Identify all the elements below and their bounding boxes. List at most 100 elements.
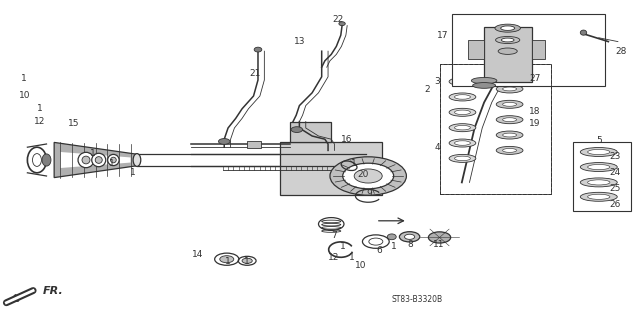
Ellipse shape [369, 238, 383, 245]
Text: 8: 8 [407, 240, 413, 249]
Text: 1: 1 [225, 257, 231, 266]
Text: 5: 5 [596, 136, 602, 145]
Ellipse shape [580, 178, 617, 187]
Ellipse shape [133, 154, 141, 166]
Text: 17: 17 [437, 31, 448, 40]
Ellipse shape [587, 194, 610, 199]
Ellipse shape [449, 108, 476, 116]
Ellipse shape [111, 157, 116, 163]
Text: 1: 1 [340, 242, 346, 251]
Text: 1: 1 [36, 104, 43, 113]
Ellipse shape [254, 47, 262, 52]
FancyBboxPatch shape [532, 40, 545, 59]
Ellipse shape [495, 24, 520, 32]
Ellipse shape [580, 192, 617, 201]
Text: 1: 1 [390, 242, 397, 251]
Text: 23: 23 [609, 152, 620, 161]
Ellipse shape [455, 156, 470, 161]
Text: 1: 1 [129, 168, 136, 177]
Text: 20: 20 [357, 170, 369, 179]
Ellipse shape [449, 77, 476, 85]
Text: 9: 9 [366, 189, 373, 198]
Text: 4: 4 [434, 143, 440, 152]
Text: 14: 14 [192, 250, 203, 259]
Text: 13: 13 [294, 37, 305, 46]
Text: 24: 24 [609, 168, 620, 177]
Ellipse shape [32, 154, 41, 166]
Ellipse shape [580, 148, 617, 156]
Circle shape [343, 163, 394, 189]
Ellipse shape [455, 95, 470, 99]
Polygon shape [290, 122, 331, 142]
Ellipse shape [501, 26, 515, 30]
Ellipse shape [428, 232, 451, 243]
Ellipse shape [496, 100, 523, 108]
Ellipse shape [455, 79, 470, 84]
Circle shape [291, 127, 303, 132]
Ellipse shape [449, 124, 476, 132]
Polygon shape [280, 142, 382, 195]
Ellipse shape [580, 163, 617, 172]
Circle shape [354, 169, 382, 183]
Text: 2: 2 [424, 85, 429, 94]
Circle shape [218, 139, 230, 144]
Ellipse shape [399, 232, 420, 242]
Polygon shape [54, 142, 137, 178]
Ellipse shape [471, 77, 497, 84]
Ellipse shape [587, 180, 610, 185]
Ellipse shape [449, 93, 476, 101]
Text: 10: 10 [18, 92, 30, 100]
Ellipse shape [387, 234, 396, 240]
Ellipse shape [455, 110, 470, 115]
Text: 1: 1 [349, 253, 355, 262]
Text: 19: 19 [529, 119, 541, 128]
Ellipse shape [503, 72, 517, 76]
Text: 28: 28 [615, 47, 627, 56]
Text: 1: 1 [108, 159, 115, 168]
Ellipse shape [339, 22, 345, 26]
Text: 21: 21 [249, 69, 261, 78]
Text: 7: 7 [331, 231, 338, 240]
Ellipse shape [503, 87, 517, 91]
Text: 12: 12 [327, 253, 339, 262]
Ellipse shape [92, 153, 106, 167]
Ellipse shape [496, 36, 520, 44]
Text: 1: 1 [350, 159, 357, 168]
Ellipse shape [501, 38, 514, 42]
Text: FR.: FR. [43, 285, 64, 296]
Circle shape [330, 157, 406, 195]
Text: 25: 25 [609, 184, 620, 193]
Ellipse shape [580, 30, 587, 35]
Ellipse shape [587, 149, 610, 155]
Text: 6: 6 [376, 246, 382, 255]
Ellipse shape [496, 85, 523, 93]
Ellipse shape [503, 133, 517, 137]
FancyBboxPatch shape [468, 40, 484, 59]
Ellipse shape [498, 48, 517, 54]
Ellipse shape [220, 256, 234, 263]
Text: 27: 27 [529, 74, 541, 83]
Polygon shape [61, 152, 131, 168]
Ellipse shape [404, 234, 415, 239]
Text: 18: 18 [529, 108, 541, 116]
Ellipse shape [455, 125, 470, 130]
Ellipse shape [449, 139, 476, 147]
Ellipse shape [449, 155, 476, 163]
Text: 1: 1 [244, 257, 250, 266]
Text: 22: 22 [332, 15, 343, 24]
Text: 3: 3 [434, 77, 440, 86]
Ellipse shape [242, 258, 252, 263]
Ellipse shape [108, 155, 119, 166]
Text: 1: 1 [89, 149, 96, 158]
Ellipse shape [96, 156, 102, 163]
Ellipse shape [42, 154, 51, 166]
Ellipse shape [503, 118, 517, 122]
Ellipse shape [496, 146, 523, 154]
Text: 16: 16 [341, 135, 353, 144]
Ellipse shape [82, 156, 90, 164]
FancyBboxPatch shape [573, 142, 631, 211]
FancyBboxPatch shape [247, 141, 261, 148]
Text: 15: 15 [68, 119, 79, 128]
Text: 1: 1 [21, 74, 27, 83]
Ellipse shape [503, 148, 517, 152]
